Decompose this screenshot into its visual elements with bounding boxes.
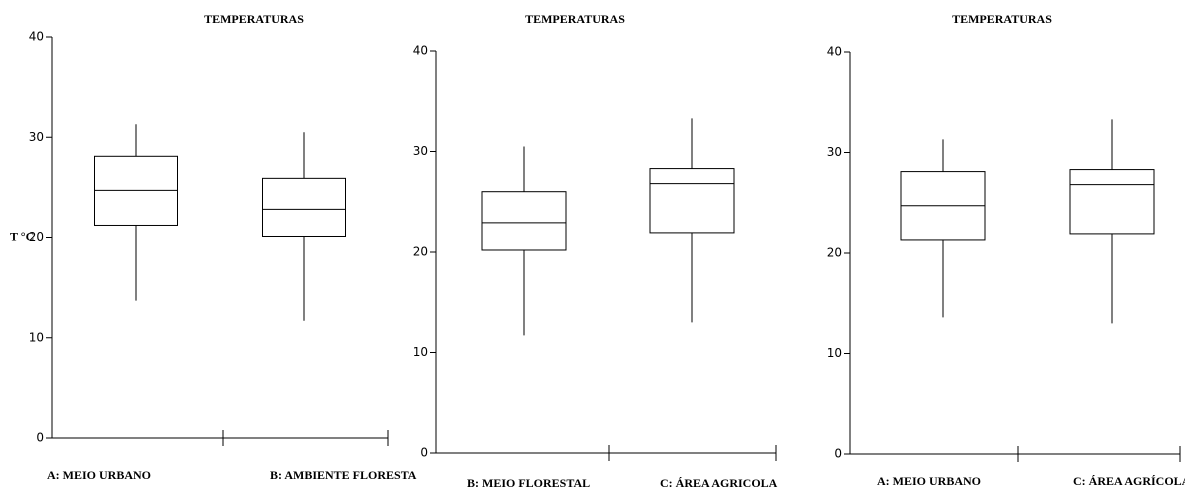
category-label: B: AMBIENTE FLORESTA: [270, 468, 417, 482]
y-tick-label: 40: [413, 44, 428, 58]
y-tick-label: 30: [827, 145, 842, 159]
y-tick-label: 20: [413, 245, 428, 259]
box: [94, 155, 178, 226]
category-label: A: MEIO URBANO: [877, 474, 981, 488]
category-label: A: MEIO URBANO: [47, 468, 151, 482]
y-tick-label: 10: [29, 330, 44, 344]
category-label: C: ÁREA AGRÍCOLA: [1073, 474, 1185, 488]
box: [1069, 169, 1155, 235]
y-tick-label: 0: [834, 447, 842, 461]
y-tick-label: 20: [29, 230, 44, 244]
chart-title: TEMPERATURAS: [952, 12, 1052, 26]
chart-title: TEMPERATURAS: [525, 12, 625, 26]
y-tick-label: 0: [36, 431, 44, 445]
box: [649, 168, 735, 234]
category-label: B: MEIO FLORESTAL: [467, 476, 590, 489]
y-tick-label: 10: [827, 346, 842, 360]
y-tick-label: 10: [413, 345, 428, 359]
y-tick-label: 0: [420, 446, 428, 460]
y-tick-label: 20: [827, 246, 842, 260]
y-tick-label: 30: [29, 130, 44, 144]
category-label: C: ÁREA AGRICOLA: [660, 476, 778, 489]
y-tick-label: 30: [413, 144, 428, 158]
y-tick-label: 40: [827, 45, 842, 59]
y-axis-label: T °C: [10, 229, 34, 243]
box: [481, 191, 567, 251]
y-tick-label: 40: [29, 30, 44, 44]
box: [262, 177, 346, 237]
chart-title: TEMPERATURAS: [204, 12, 304, 26]
